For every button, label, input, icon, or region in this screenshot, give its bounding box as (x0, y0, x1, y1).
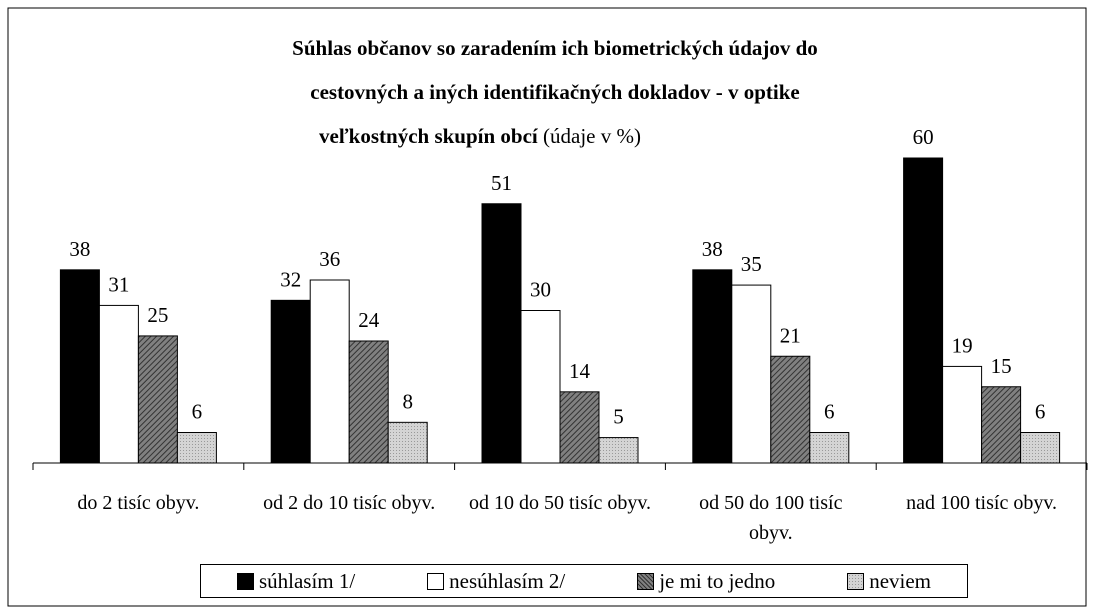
bar (309, 279, 350, 464)
data-label: 14 (569, 359, 591, 383)
x-tick-label: do 2 tisíc obyv. (77, 492, 200, 514)
bar (98, 304, 139, 464)
bar (59, 269, 100, 464)
data-label: 6 (192, 400, 203, 424)
data-label: 6 (1035, 400, 1046, 424)
data-label: 31 (108, 272, 129, 296)
chart-subtitle: (údaje v %) (543, 124, 641, 148)
bar (348, 340, 389, 464)
bar (559, 391, 600, 464)
bar (903, 157, 944, 464)
bar (942, 365, 983, 464)
bar (137, 335, 178, 464)
x-tick-label: od 50 do 100 tisíc obyv. (699, 492, 843, 544)
legend-label: je mi to jedno (659, 568, 776, 593)
bar (481, 203, 522, 464)
data-label: 38 (69, 237, 90, 261)
legend-label: nesúhlasím 2/ (449, 568, 566, 593)
legend-item: neviem (847, 569, 931, 594)
x-tick-label: od 10 do 50 tisíc obyv. (468, 492, 652, 514)
data-label: 51 (491, 171, 512, 195)
frame (7, 7, 1087, 607)
bar (270, 299, 311, 464)
legend-swatch (427, 572, 445, 590)
data-label: 15 (991, 354, 1012, 378)
data-label: 25 (147, 303, 168, 327)
legend-label: súhlasím 1/ (258, 568, 356, 593)
bar (809, 432, 850, 464)
x-tick-label: od 2 do 10 tisíc obyv. (263, 492, 436, 514)
chart-title: veľkostných skupín obcí (319, 124, 539, 148)
bar (692, 269, 733, 464)
legend-swatch (847, 572, 865, 590)
bar (981, 386, 1022, 464)
legend-label: neviem (869, 568, 932, 593)
data-label: 21 (780, 323, 801, 347)
data-label: 8 (402, 389, 413, 413)
chart-title: veľkostných skupín obcí (údaje v %) (319, 124, 641, 148)
chart-title: cestovných a iných identifikačných dokla… (310, 80, 799, 104)
bar (176, 432, 217, 464)
legend-swatch (236, 572, 254, 590)
bar (598, 437, 639, 464)
data-label: 30 (530, 278, 551, 302)
data-label: 19 (952, 333, 973, 357)
data-label: 5 (613, 405, 624, 429)
data-label: 32 (280, 267, 301, 291)
data-label: 35 (741, 252, 762, 276)
bar (770, 355, 811, 464)
data-label: 24 (358, 308, 380, 332)
bar (731, 284, 772, 464)
legend-swatch (637, 572, 655, 590)
legend-item: nesúhlasím 2/ (427, 569, 565, 594)
chart-title: Súhlas občanov so zaradením ich biometri… (292, 36, 818, 60)
bar (387, 421, 428, 464)
legend: súhlasím 1/nesúhlasím 2/je mi to jedno ne… (200, 564, 968, 598)
data-label: 6 (824, 400, 835, 424)
legend-item: je mi to jedno (637, 569, 775, 594)
bar (520, 310, 561, 464)
data-label: 60 (913, 125, 934, 149)
legend-item: súhlasím 1/ (236, 568, 356, 594)
bar (1020, 432, 1061, 464)
data-label: 38 (702, 237, 723, 261)
x-tick-label: nad 100 tisíc obyv. (906, 492, 1058, 514)
data-label: 36 (319, 247, 340, 271)
